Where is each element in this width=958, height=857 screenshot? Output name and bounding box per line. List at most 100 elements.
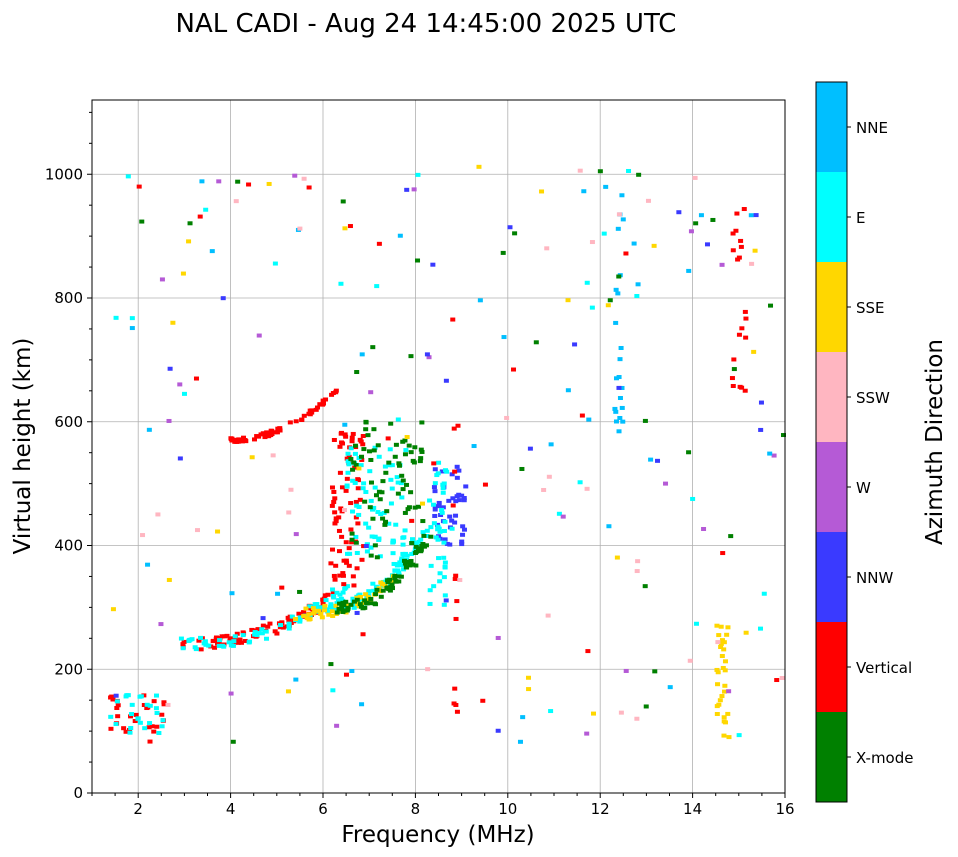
ionogram-echo xyxy=(269,428,275,433)
ionogram-echo xyxy=(363,521,369,526)
x-tick-label: 10 xyxy=(498,800,517,818)
ionogram-echo xyxy=(525,675,531,680)
ionogram-echo xyxy=(447,514,453,519)
ionogram-echo xyxy=(322,603,328,608)
ionogram-echo xyxy=(405,507,411,512)
ionogram-echo xyxy=(310,606,316,611)
x-tick-label: 16 xyxy=(775,800,794,818)
ionogram-echo xyxy=(384,509,390,514)
ionogram-echo xyxy=(634,569,640,574)
ionogram-echo xyxy=(430,502,436,507)
ionogram-echo xyxy=(613,287,619,292)
ionogram-echo xyxy=(350,596,356,601)
x-tick-label: 2 xyxy=(133,800,143,818)
ionogram-echo xyxy=(256,333,262,338)
ionogram-echo xyxy=(565,388,571,393)
ionogram-echo xyxy=(736,332,742,337)
ionogram-echo xyxy=(277,428,283,433)
ionogram-echo xyxy=(495,728,501,733)
ionogram-echo xyxy=(108,695,114,700)
ionogram-echo xyxy=(344,483,350,488)
x-tick-label: 6 xyxy=(318,800,328,818)
ionogram-echo xyxy=(619,193,625,198)
ionogram-echo xyxy=(617,416,623,421)
ionogram-echo xyxy=(317,402,323,407)
ionogram-echo xyxy=(352,480,358,485)
ionogram-echo xyxy=(442,537,448,542)
ionogram-echo xyxy=(441,575,447,580)
ionogram-echo xyxy=(404,187,410,192)
ionogram-echo xyxy=(344,560,350,565)
ionogram-echo xyxy=(142,726,148,731)
ionogram-echo xyxy=(379,490,385,495)
ionogram-echo xyxy=(349,537,355,542)
ionogram-echo xyxy=(353,534,359,539)
ionogram-echo xyxy=(362,605,368,610)
ionogram-echo xyxy=(376,489,382,494)
ionogram-echo xyxy=(108,714,114,719)
ionogram-echo xyxy=(326,612,332,617)
ionogram-echo xyxy=(260,616,266,621)
ionogram-echo xyxy=(383,519,389,524)
ionogram-echo xyxy=(419,420,425,425)
ionogram-echo xyxy=(316,608,322,613)
ionogram-echo xyxy=(370,516,376,521)
ionogram-echo xyxy=(544,246,550,251)
ionogram-echo xyxy=(731,367,737,372)
ionogram-echo xyxy=(360,486,366,491)
ionogram-echo xyxy=(288,487,294,492)
ionogram-echo xyxy=(232,634,238,639)
ionogram-echo xyxy=(368,596,374,601)
ionogram-echo xyxy=(123,729,129,734)
ionogram-echo xyxy=(113,315,119,320)
ionogram-echo xyxy=(369,534,375,539)
ionogram-echo xyxy=(437,579,443,584)
ionogram-echo xyxy=(402,561,408,566)
ionogram-echo xyxy=(738,238,744,243)
ionogram-echo xyxy=(340,573,346,578)
ionogram-echo xyxy=(355,601,361,606)
ionogram-echo xyxy=(589,305,595,310)
ionogram-echo xyxy=(340,199,346,204)
ionogram-echo xyxy=(147,739,153,744)
ionogram-echo xyxy=(360,632,366,637)
ionogram-echo xyxy=(401,535,407,540)
ionogram-echo xyxy=(219,634,225,639)
ionogram-echo xyxy=(401,567,407,572)
ionogram-echo xyxy=(512,231,518,236)
ionogram-echo xyxy=(159,712,165,717)
ionogram-echo xyxy=(450,503,456,508)
ionogram-echo xyxy=(385,436,391,441)
ionogram-echo xyxy=(507,225,513,230)
ionogram-echo xyxy=(482,482,488,487)
ionogram-echo xyxy=(415,504,421,509)
ionogram-echo xyxy=(663,481,669,486)
ionogram-echo xyxy=(415,258,421,263)
ionogram-echo xyxy=(387,588,393,593)
ionogram-echo xyxy=(363,592,369,597)
ionogram-echo xyxy=(342,226,348,231)
ionogram-echo xyxy=(406,443,412,448)
ionogram-echo xyxy=(710,217,716,222)
ionogram-echo xyxy=(345,606,351,611)
ionogram-echo xyxy=(392,454,398,459)
ionogram-echo xyxy=(519,466,525,471)
data-points xyxy=(108,164,786,744)
colorbar-segment-ssw xyxy=(816,352,847,442)
ionogram-echo xyxy=(331,489,337,494)
ionogram-echo xyxy=(406,560,412,565)
ionogram-echo xyxy=(333,563,339,568)
ionogram-echo xyxy=(441,555,447,560)
ionogram-echo xyxy=(220,296,226,301)
ionogram-echo xyxy=(418,549,424,554)
ionogram-echo xyxy=(716,633,722,638)
ionogram-echo xyxy=(187,221,193,226)
ionogram-echo xyxy=(729,376,735,381)
ionogram-echo xyxy=(457,578,463,583)
ionogram-echo xyxy=(355,486,361,491)
ionogram-echo xyxy=(393,522,399,527)
ionogram-echo xyxy=(153,693,159,698)
ionogram-echo xyxy=(371,588,377,593)
ionogram-echo xyxy=(390,551,396,556)
ionogram-echo xyxy=(368,457,374,462)
